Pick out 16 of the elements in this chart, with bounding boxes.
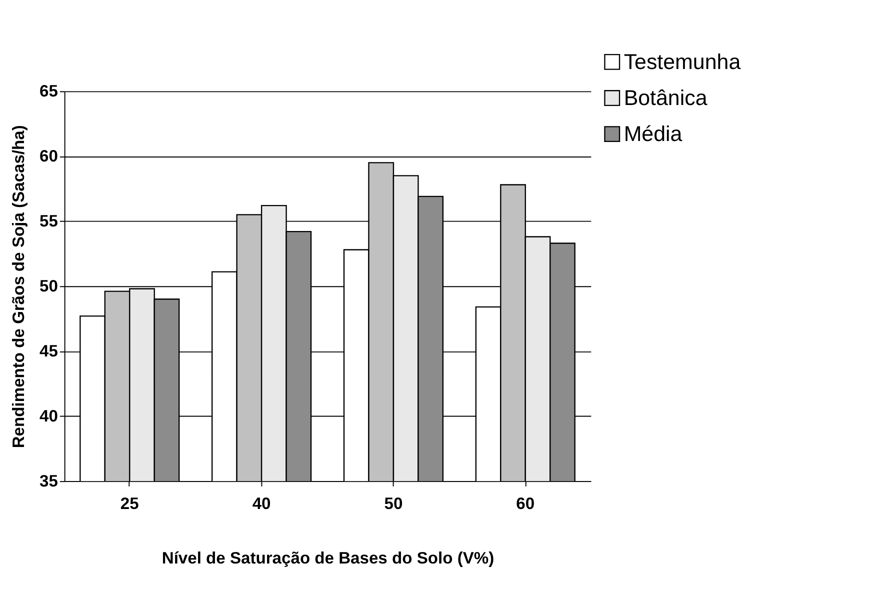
x-tick-label: 50: [384, 494, 403, 513]
y-tick-label: 35: [40, 471, 58, 490]
legend-label: Testemunha: [624, 50, 741, 74]
legend-label: Botânica: [624, 86, 708, 110]
legend-label: Média: [624, 122, 682, 146]
y-tick-label: 45: [40, 341, 58, 360]
x-tick-label: 25: [120, 494, 139, 513]
y-tick-label: 60: [40, 146, 58, 166]
y-tick-label: 40: [40, 406, 58, 426]
y-tick-label: 55: [40, 212, 58, 231]
y-tick-label: 50: [40, 276, 58, 296]
x-tick-label: 60: [516, 494, 535, 513]
x-axis-title: Nível de Saturação de Bases do Solo (V%): [162, 548, 494, 568]
x-tick-label: 40: [252, 494, 271, 513]
y-axis-title: Rendimento de Grãos de Soja (Sacas/ha): [8, 125, 28, 448]
y-tick-label: 65: [40, 82, 58, 101]
